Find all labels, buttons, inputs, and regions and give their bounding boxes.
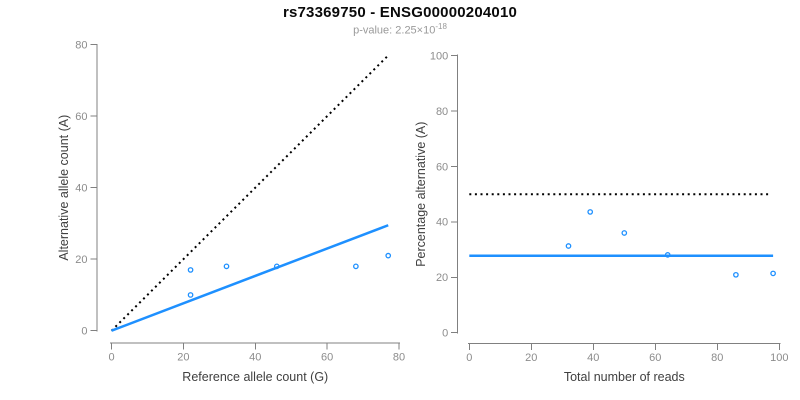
data-point xyxy=(353,263,359,270)
x-tick-label: 20 xyxy=(525,352,537,364)
x-tick-label: 60 xyxy=(649,352,661,364)
data-point xyxy=(187,292,194,298)
y-tick-label: 0 xyxy=(81,326,87,338)
data-point xyxy=(770,270,776,277)
y-axis-title: Alternative allele count (A) xyxy=(57,115,71,261)
left-plot: 0 20 40 60 80 0 20 40 60 80 Reference allele count… xyxy=(57,40,405,385)
x-tick-label: 0 xyxy=(466,352,472,364)
data-point xyxy=(733,271,739,278)
y-tick-label: 40 xyxy=(436,217,448,229)
y-tick-label: 60 xyxy=(75,111,87,123)
data-point xyxy=(664,252,671,258)
x-axis-title: Total number of reads xyxy=(564,370,685,384)
x-tick-label: 20 xyxy=(177,352,189,364)
y-tick-label: 80 xyxy=(436,106,448,118)
x-tick-label: 0 xyxy=(108,352,114,364)
y-tick-label: 40 xyxy=(75,183,87,195)
y-tick-label: 60 xyxy=(436,161,448,173)
data-point xyxy=(621,230,628,236)
data-point xyxy=(587,209,594,215)
x-tick-label: 80 xyxy=(393,352,405,364)
data-point xyxy=(187,267,194,273)
x-tick-label: 80 xyxy=(711,352,723,364)
x-axis-title: Reference allele count (G) xyxy=(182,370,328,384)
y-tick-label: 0 xyxy=(442,328,448,340)
y-tick-label: 20 xyxy=(436,272,448,284)
x-tick-label: 40 xyxy=(249,352,261,364)
x-tick-label: 60 xyxy=(321,352,333,364)
y-tick-label: 100 xyxy=(430,51,448,63)
data-point xyxy=(565,243,572,249)
x-tick-label: 40 xyxy=(587,352,599,364)
y-tick-label: 20 xyxy=(75,254,87,266)
identity-line xyxy=(110,54,389,332)
y-tick-label: 80 xyxy=(75,40,87,52)
data-point xyxy=(385,252,392,259)
x-tick-label: 100 xyxy=(770,352,788,364)
y-axis-title: Percentage alternative (A) xyxy=(414,122,428,267)
data-point xyxy=(273,263,280,270)
data-point xyxy=(223,263,230,270)
right-plot: 0 20 40 60 80 100 0 20 40 60 80 100 Total number of … xyxy=(414,51,788,385)
fit-line xyxy=(111,224,389,332)
